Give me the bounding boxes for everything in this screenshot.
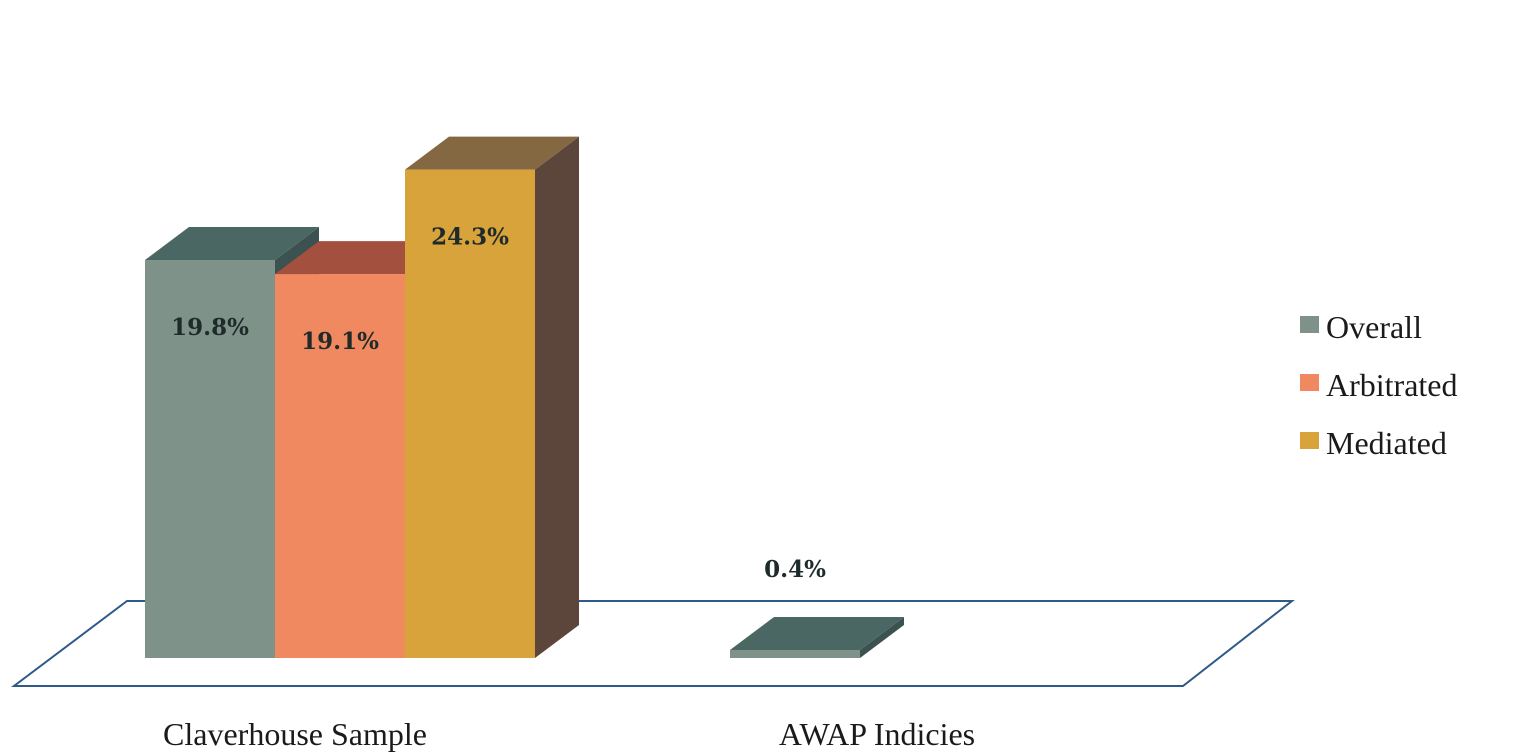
data-label-overall-awap-indicies: 0.4% bbox=[764, 556, 826, 583]
bar-overall-claverhouse-sample-top bbox=[145, 227, 319, 261]
legend-swatch-overall bbox=[1300, 316, 1319, 333]
bar-group bbox=[145, 136, 904, 658]
legend: Overall Arbitrated Mediated bbox=[1300, 309, 1458, 461]
legend-label-overall: Overall bbox=[1326, 309, 1422, 345]
bar-overall-awap-indicies-side bbox=[860, 616, 904, 658]
bar-mediated-claverhouse-sample bbox=[405, 136, 579, 658]
bar-overall-awap-indicies bbox=[730, 616, 904, 658]
data-label-group: 19.8% 19.1% 24.3% 0.4% bbox=[171, 224, 826, 583]
legend-label-arbitrated: Arbitrated bbox=[1326, 367, 1458, 403]
bar-mediated-claverhouse-sample-front bbox=[405, 169, 535, 658]
data-label-overall-claverhouse-sample: 19.8% bbox=[171, 314, 249, 341]
bar-overall-awap-indicies-top bbox=[730, 616, 904, 650]
bar-mediated-claverhouse-sample-side bbox=[535, 136, 579, 658]
bar-arbitrated-claverhouse-sample-front bbox=[275, 274, 405, 658]
bar-overall-awap-indicies-front bbox=[730, 649, 860, 658]
legend-swatch-arbitrated bbox=[1300, 374, 1319, 391]
data-label-arbitrated-claverhouse-sample: 19.1% bbox=[301, 328, 379, 355]
legend-item-arbitrated: Arbitrated bbox=[1300, 367, 1458, 403]
category-label-awap-indicies: AWAP Indicies bbox=[779, 716, 975, 752]
bar-overall-claverhouse-sample-front bbox=[145, 260, 275, 658]
legend-swatch-mediated bbox=[1300, 432, 1319, 449]
data-label-mediated-claverhouse-sample: 24.3% bbox=[431, 224, 509, 251]
category-axis: Claverhouse Sample AWAP Indicies bbox=[163, 716, 975, 752]
bar-mediated-claverhouse-sample-top bbox=[405, 136, 579, 170]
category-label-claverhouse-sample: Claverhouse Sample bbox=[163, 716, 427, 752]
legend-item-mediated: Mediated bbox=[1300, 425, 1447, 461]
legend-item-overall: Overall bbox=[1300, 309, 1422, 345]
legend-label-mediated: Mediated bbox=[1326, 425, 1447, 461]
